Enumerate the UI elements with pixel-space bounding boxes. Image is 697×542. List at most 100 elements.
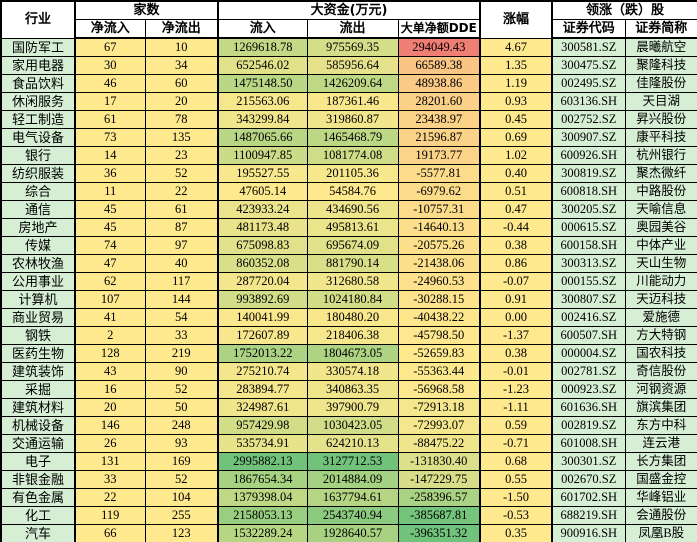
column-header-outflow[interactable]: 流出 bbox=[306, 19, 399, 39]
table-row[interactable]: 建筑材料 20 50 324987.61 397900.79 -72913.18 -1.11… bbox=[0, 398, 697, 417]
table-row[interactable]: 公用事业 62 117 287720.04 312680.58 -24960.53 -0.0… bbox=[0, 272, 697, 291]
dde-cell: 48938.86 bbox=[397, 74, 482, 93]
table-row[interactable]: 通信 45 61 423933.24 434690.56 -10757.31 0.47 300… bbox=[0, 200, 697, 219]
change-pct-cell: 0.69 bbox=[479, 128, 554, 147]
industry-cell: 轻工制造 bbox=[0, 110, 76, 129]
stock-name-cell: 河钢资源 bbox=[624, 380, 697, 399]
net-outflow-count-cell: 248 bbox=[144, 416, 220, 435]
table-row[interactable]: 轻工制造 61 78 343299.84 319860.87 23438.97 0.45 00… bbox=[0, 110, 697, 129]
column-header-stock-name[interactable]: 证券简称 bbox=[624, 19, 697, 39]
outflow-cell: 1465468.79 bbox=[306, 128, 399, 147]
dde-cell: -45798.50 bbox=[397, 326, 482, 345]
change-pct-cell: 0.51 bbox=[479, 182, 554, 201]
column-group-leading-stock: 领涨（跌）股 bbox=[551, 0, 697, 20]
column-header-net-outflow-count[interactable]: 净流出 bbox=[144, 19, 220, 39]
inflow-cell: 957429.98 bbox=[217, 416, 308, 435]
stock-name-cell: 国农科技 bbox=[624, 344, 697, 363]
outflow-cell: 975569.35 bbox=[306, 37, 399, 57]
net-outflow-count-cell: 22 bbox=[144, 182, 220, 201]
table-row[interactable]: 综合 11 22 47605.14 54584.76 -6979.62 0.51 600818… bbox=[0, 182, 697, 201]
inflow-cell: 675098.83 bbox=[217, 236, 308, 255]
inflow-cell: 2158053.13 bbox=[217, 506, 308, 525]
dde-cell: -396351.32 bbox=[397, 524, 482, 542]
stock-code-cell: 000004.SZ bbox=[551, 344, 626, 363]
net-outflow-count-cell: 87 bbox=[144, 218, 220, 237]
table-row[interactable]: 非银金融 33 52 1867654.34 2014884.09 -147229.75 0.… bbox=[0, 470, 697, 489]
stock-code-cell: 603136.SH bbox=[551, 92, 626, 111]
table-row[interactable]: 机械设备 146 248 957429.98 1030423.05 -72993.07 0.… bbox=[0, 416, 697, 435]
industry-cell: 非银金融 bbox=[0, 470, 76, 489]
column-header-dde[interactable]: 大单净额DDE bbox=[397, 19, 482, 39]
industry-cell: 建筑材料 bbox=[0, 398, 76, 417]
outflow-cell: 340863.35 bbox=[306, 380, 399, 399]
net-inflow-count-cell: 47 bbox=[74, 254, 146, 273]
table-row[interactable]: 传媒 74 97 675098.83 695674.09 -20575.26 0.38 600… bbox=[0, 236, 697, 255]
industry-cell: 电子 bbox=[0, 452, 76, 471]
net-outflow-count-cell: 97 bbox=[144, 236, 220, 255]
industry-table-body: 国防军工 67 10 1269618.78 975569.35 294049.43 4.67… bbox=[0, 37, 697, 542]
change-pct-cell: 0.00 bbox=[479, 308, 554, 327]
table-row[interactable]: 交通运输 26 93 535734.91 624210.13 -88475.22 -0.71… bbox=[0, 434, 697, 453]
table-row[interactable]: 纺织服装 36 52 195527.55 201105.36 -5577.81 0.40 30… bbox=[0, 164, 697, 183]
stock-name-cell: 天喻信息 bbox=[624, 200, 697, 219]
stock-name-cell: 天目湖 bbox=[624, 92, 697, 111]
table-row[interactable]: 商业贸易 41 54 140041.99 180480.20 -40438.22 0.00 0… bbox=[0, 308, 697, 327]
dde-cell: -10757.31 bbox=[397, 200, 482, 219]
table-row[interactable]: 医药生物 128 219 1752013.22 1804673.05 -52659.83 0… bbox=[0, 344, 697, 363]
outflow-cell: 1804673.05 bbox=[306, 344, 399, 363]
table-row[interactable]: 房地产 45 87 481173.48 495813.61 -14640.13 -0.44 0… bbox=[0, 218, 697, 237]
table-row[interactable]: 建筑装饰 43 90 275210.74 330574.18 -55363.44 -0.01… bbox=[0, 362, 697, 381]
stock-name-cell: 聚杰微纤 bbox=[624, 164, 697, 183]
table-row[interactable]: 农林牧渔 47 40 860352.08 881790.14 -21438.06 0.86 3… bbox=[0, 254, 697, 273]
stock-name-cell: 奇信股份 bbox=[624, 362, 697, 381]
inflow-cell: 47605.14 bbox=[217, 182, 308, 201]
outflow-cell: 881790.14 bbox=[306, 254, 399, 273]
table-row[interactable]: 有色金属 22 104 1379398.04 1637794.61 -258396.57-… bbox=[0, 488, 697, 507]
net-inflow-count-cell: 14 bbox=[74, 146, 146, 165]
outflow-cell: 1928640.57 bbox=[306, 524, 399, 542]
table-row[interactable]: 银行 14 23 1100947.85 1081774.08 19173.77 1.02 60… bbox=[0, 146, 697, 165]
table-row[interactable]: 汽车 66 123 1532289.24 1928640.57 -396351.32 0.3… bbox=[0, 524, 697, 542]
column-header-inflow[interactable]: 流入 bbox=[217, 19, 308, 39]
net-outflow-count-cell: 23 bbox=[144, 146, 220, 165]
table-row[interactable]: 电子 131 169 2995882.13 3127712.53 -131830.40 0.… bbox=[0, 452, 697, 471]
inflow-cell: 1269618.78 bbox=[217, 37, 308, 57]
industry-cell: 建筑装饰 bbox=[0, 362, 76, 381]
column-header-industry[interactable]: 行业 bbox=[0, 0, 76, 39]
inflow-cell: 1752013.22 bbox=[217, 344, 308, 363]
outflow-cell: 330574.18 bbox=[306, 362, 399, 381]
table-row[interactable]: 食品饮料 46 60 1475148.50 1426209.64 48938.86 1.19… bbox=[0, 74, 697, 93]
table-row[interactable]: 采掘 16 52 283894.77 340863.35 -56968.58 -1.23 00… bbox=[0, 380, 697, 399]
inflow-cell: 2995882.13 bbox=[217, 452, 308, 471]
outflow-cell: 1024180.84 bbox=[306, 290, 399, 309]
net-inflow-count-cell: 119 bbox=[74, 506, 146, 525]
inflow-cell: 343299.84 bbox=[217, 110, 308, 129]
dde-cell: 28201.60 bbox=[397, 92, 482, 111]
column-header-change[interactable]: 涨幅 bbox=[479, 0, 554, 39]
net-outflow-count-cell: 169 bbox=[144, 452, 220, 471]
table-row[interactable]: 休闲服务 17 20 215563.06 187361.46 28201.60 0.93 60… bbox=[0, 92, 697, 111]
stock-code-cell: 601636.SH bbox=[551, 398, 626, 417]
table-row[interactable]: 钢铁 2 33 172607.89 218406.38 -45798.50 -1.37 600… bbox=[0, 326, 697, 345]
change-pct-cell: 0.38 bbox=[479, 344, 554, 363]
table-row[interactable]: 计算机 107 144 993892.69 1024180.84 -30288.15 0.9… bbox=[0, 290, 697, 309]
net-inflow-count-cell: 22 bbox=[74, 488, 146, 507]
net-outflow-count-cell: 20 bbox=[144, 92, 220, 111]
table-row[interactable]: 电气设备 73 135 1487065.66 1465468.79 21596.87 0.6… bbox=[0, 128, 697, 147]
column-header-stock-code[interactable]: 证券代码 bbox=[551, 19, 626, 39]
net-outflow-count-cell: 54 bbox=[144, 308, 220, 327]
stock-name-cell: 长方集团 bbox=[624, 452, 697, 471]
change-pct-cell: 0.38 bbox=[479, 236, 554, 255]
change-pct-cell: -0.44 bbox=[479, 218, 554, 237]
table-row[interactable]: 家用电器 30 34 652546.02 585956.64 66589.38 1.35 30… bbox=[0, 56, 697, 75]
table-row[interactable]: 化工 119 255 2158053.13 2543740.94 -385687.81 -0… bbox=[0, 506, 697, 525]
industry-cell: 家用电器 bbox=[0, 56, 76, 75]
table-row[interactable]: 国防军工 67 10 1269618.78 975569.35 294049.43 4.67… bbox=[0, 37, 697, 57]
industry-cell: 综合 bbox=[0, 182, 76, 201]
net-outflow-count-cell: 61 bbox=[144, 200, 220, 219]
dde-cell: 294049.43 bbox=[397, 37, 482, 57]
stock-name-cell: 国盛金控 bbox=[624, 470, 697, 489]
column-header-net-inflow-count[interactable]: 净流入 bbox=[74, 19, 146, 39]
change-pct-cell: 0.91 bbox=[479, 290, 554, 309]
